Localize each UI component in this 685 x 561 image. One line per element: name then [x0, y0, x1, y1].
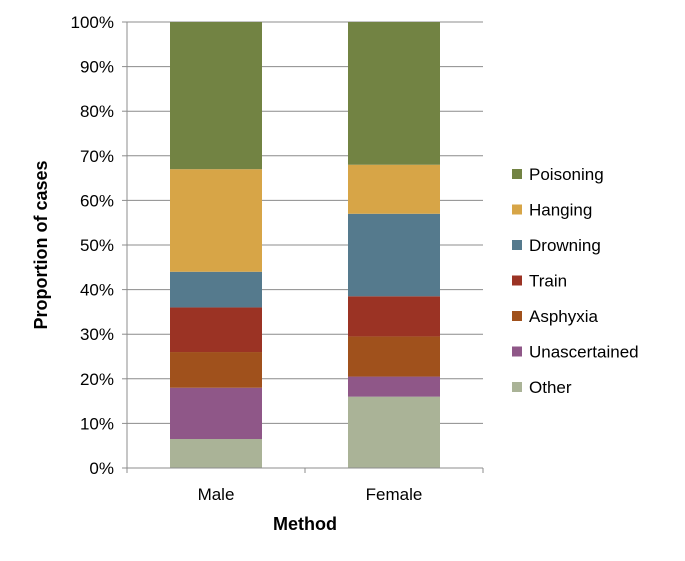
- bar-segment-poisoning-female: [348, 22, 440, 165]
- x-axis-title: Method: [273, 514, 337, 534]
- bar-segment-unascertained-male: [170, 387, 262, 440]
- bar-segment-other-male: [170, 439, 262, 468]
- legend-label-poisoning: Poisoning: [529, 165, 604, 184]
- y-tick-label: 20%: [80, 370, 114, 389]
- bar-segment-hanging-female: [348, 164, 440, 214]
- x-tick-labels: Male Female: [198, 485, 423, 504]
- y-tick-label: 30%: [80, 325, 114, 344]
- bars: [170, 22, 440, 468]
- legend-label-train: Train: [529, 272, 567, 291]
- legend-swatch-hanging: [512, 204, 522, 215]
- bar-segment-train-female: [348, 296, 440, 337]
- y-tick-label: 60%: [80, 191, 114, 210]
- bar-segment-asphyxia-male: [170, 352, 262, 388]
- y-tick-label: 90%: [80, 58, 114, 77]
- legend-swatch-asphyxia: [512, 311, 522, 321]
- y-tick-label: 80%: [80, 102, 114, 121]
- legend-label-unascertained: Unascertained: [529, 343, 639, 362]
- legend-label-drowning: Drowning: [529, 236, 601, 255]
- bar-segment-train-male: [170, 307, 262, 353]
- bar-segment-unascertained-female: [348, 376, 440, 397]
- y-tick-label: 70%: [80, 147, 114, 166]
- y-tick-label: 50%: [80, 236, 114, 255]
- y-tick-label: 100%: [71, 13, 114, 32]
- axes: [122, 21, 484, 473]
- legend-swatch-unascertained: [512, 346, 522, 357]
- bar-segment-other-female: [348, 396, 440, 468]
- bar-segment-drowning-male: [170, 271, 262, 308]
- y-tick-label: 10%: [80, 414, 114, 433]
- bar-segment-drowning-female: [348, 213, 440, 297]
- y-axis-title: Proportion of cases: [31, 160, 51, 329]
- legend-label-hanging: Hanging: [529, 201, 592, 220]
- legend-label-asphyxia: Asphyxia: [529, 307, 599, 326]
- legend-swatch-drowning: [512, 240, 522, 250]
- x-tick-label: Male: [198, 485, 235, 504]
- y-tick-label: 40%: [80, 281, 114, 300]
- legend: Poisoning Hanging Drowning Train Asphyxia Una…: [512, 165, 639, 397]
- legend-swatch-train: [512, 275, 522, 286]
- legend-label-other: Other: [529, 378, 572, 397]
- x-tick-label: Female: [366, 485, 423, 504]
- bar-segment-hanging-male: [170, 169, 262, 272]
- legend-swatch-other: [512, 382, 522, 392]
- bar-segment-asphyxia-female: [348, 336, 440, 377]
- y-tick-labels: 0% 10% 20% 30% 40% 50% 60% 70% 80% 90% 100%: [71, 13, 114, 478]
- legend-swatch-poisoning: [512, 169, 522, 179]
- bar-segment-poisoning-male: [170, 22, 262, 170]
- y-tick-label: 0%: [89, 459, 114, 478]
